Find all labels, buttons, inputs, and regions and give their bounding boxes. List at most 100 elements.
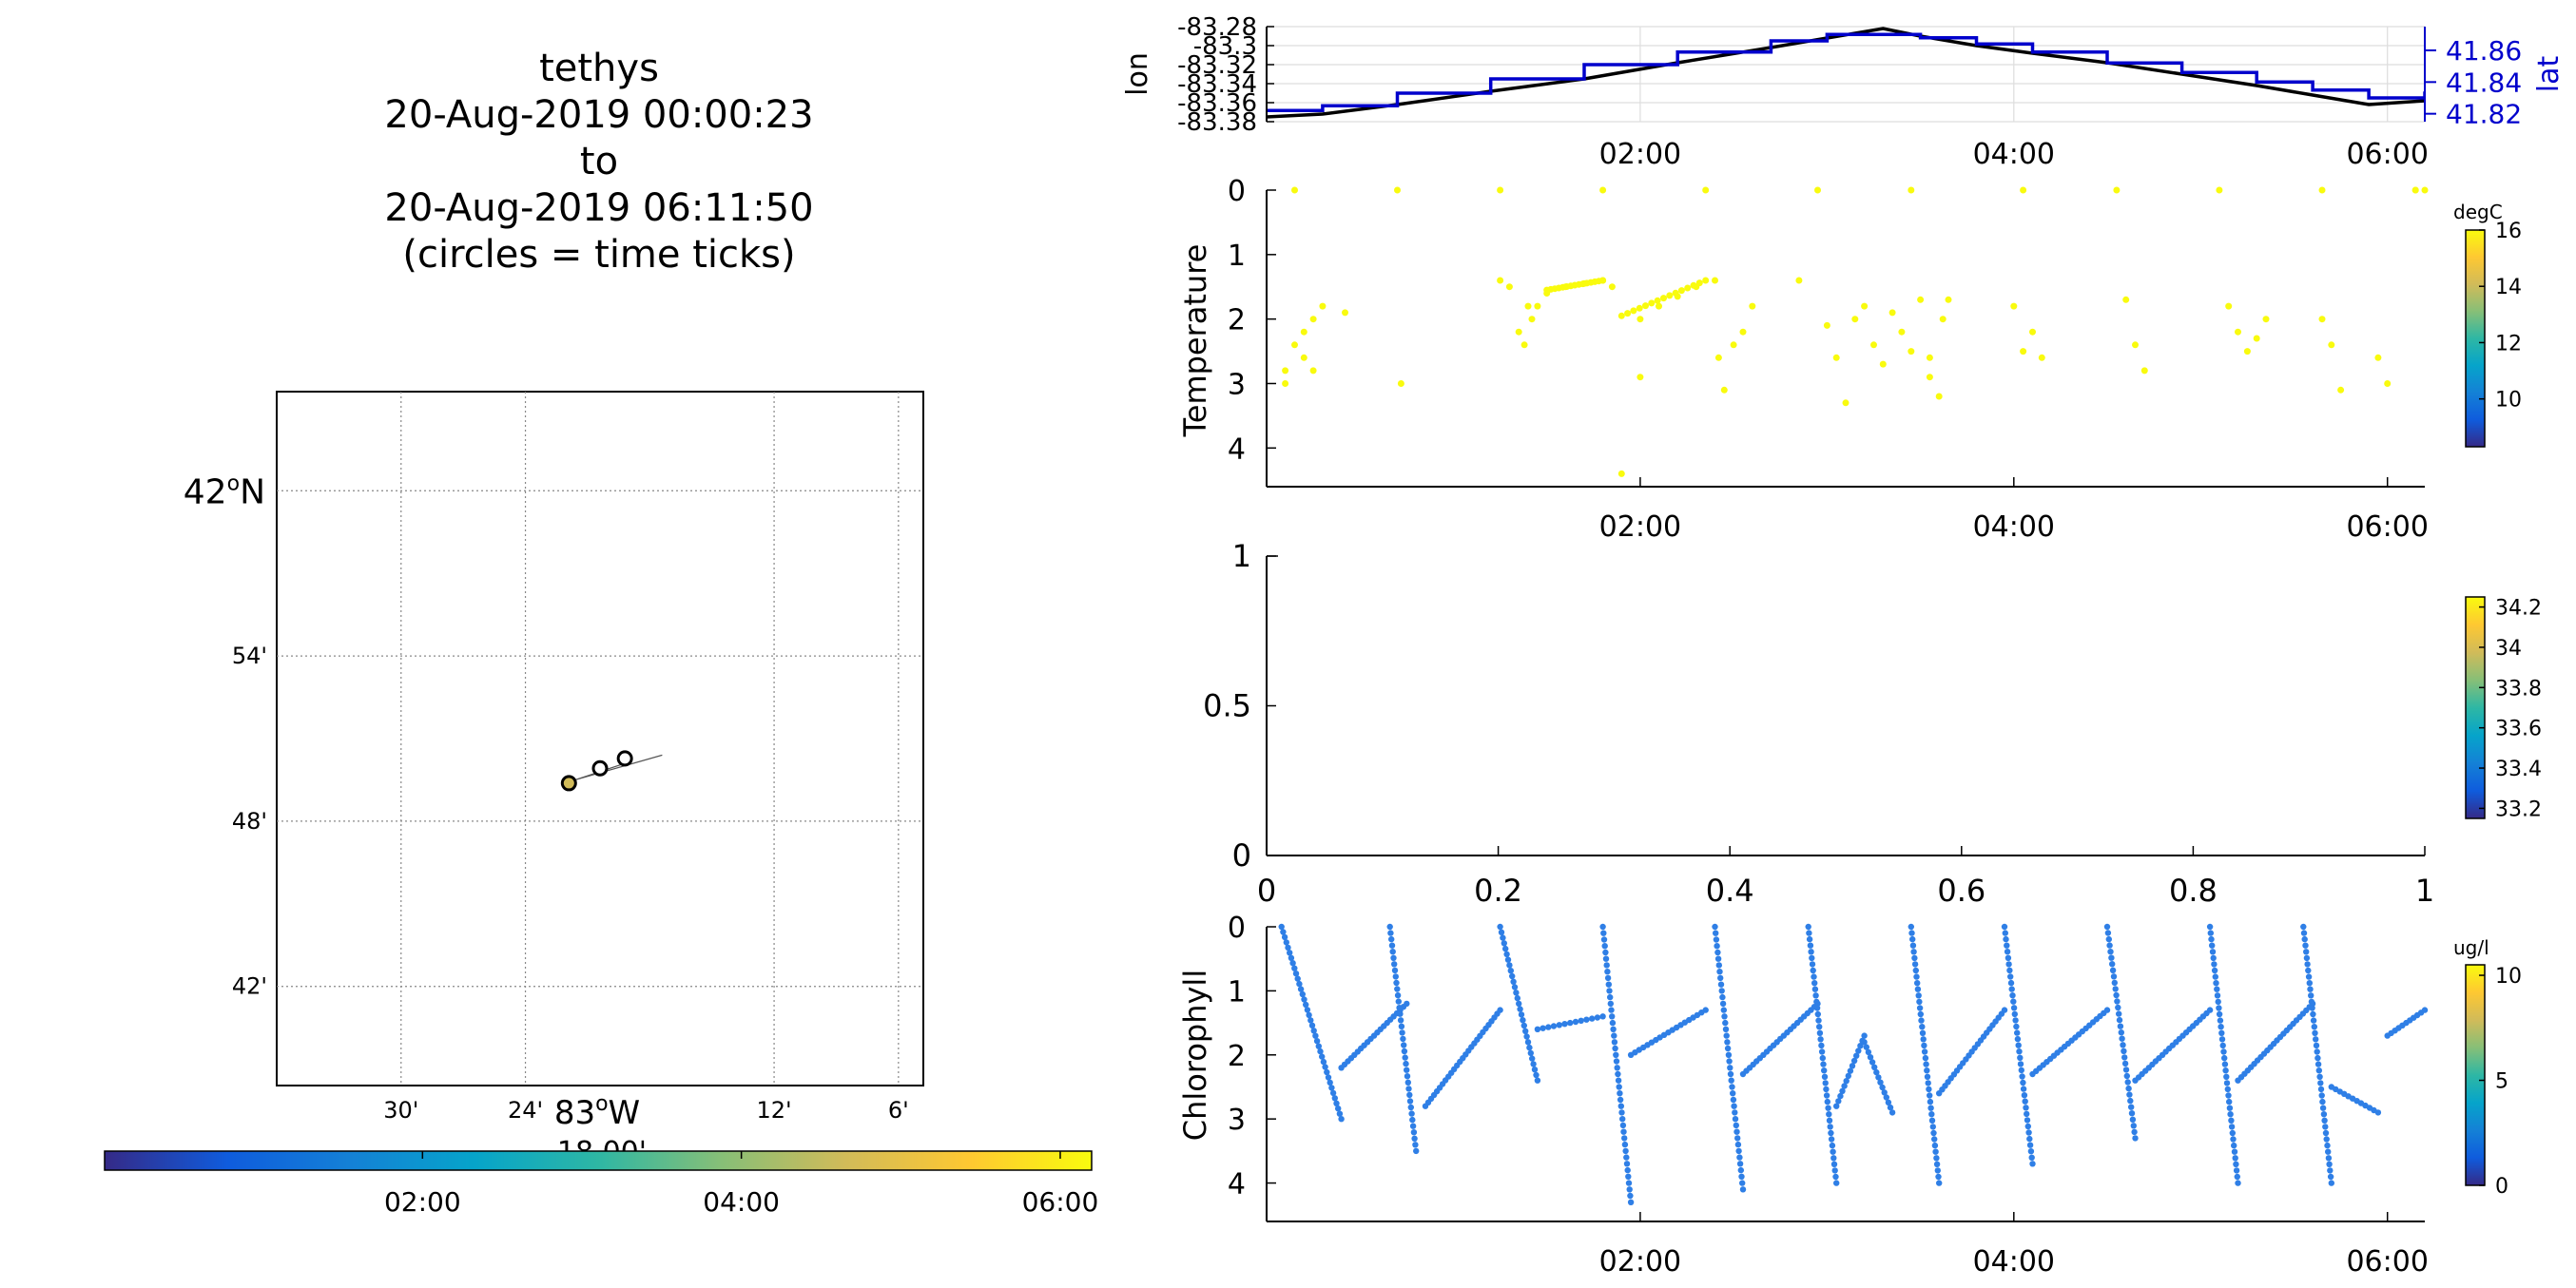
chlorophyll-point <box>1835 1098 1842 1105</box>
chlorophyll-point <box>1610 1026 1617 1033</box>
chlorophyll-point <box>1830 1161 1838 1168</box>
chlorophyll-point <box>2116 1010 2122 1017</box>
chlorophyll-point <box>1531 1067 1539 1073</box>
temperature-point <box>2384 380 2392 387</box>
time-colorbar-tick-label: 02:00 <box>384 1186 461 1218</box>
chlorophyll-point <box>1928 1111 1935 1118</box>
lon-tick-labels: -83.28-83.3-83.32-83.34-83.36-83.38 <box>1177 13 1274 137</box>
chlorophyll-point <box>1910 949 1917 955</box>
chlorophyll-point <box>1714 949 1721 956</box>
chlorophyll-point <box>2308 992 2315 999</box>
chlorophyll-point <box>1289 960 1296 967</box>
chlorophyll-point <box>1307 1017 1314 1024</box>
chlorophyll-point <box>1921 1042 1927 1049</box>
chlorophyll-point <box>2215 998 2221 1006</box>
chlorophyll-point <box>2316 1073 2323 1081</box>
chlorophyll-point <box>1392 973 1400 980</box>
chlorophyll-colorbar-unit: ug/l <box>2453 936 2489 959</box>
temperature-point <box>1684 284 1692 292</box>
chlorophyll-point <box>2017 1061 2024 1067</box>
chlorophyll-point <box>1410 1129 1418 1136</box>
lat-tick-label: 41.82 <box>2446 99 2522 130</box>
chlorophyll-point <box>1281 933 1288 941</box>
chlorophyll-point <box>1619 1122 1627 1129</box>
chlorophyll-point <box>1830 1155 1837 1162</box>
chlorophyll-point <box>2225 1092 2232 1099</box>
chlorophyll-point <box>1296 980 1303 988</box>
temperature-point <box>1608 283 1616 291</box>
chlorophyll-point <box>1407 1104 1415 1111</box>
chlorophyll-point <box>2326 1161 2333 1168</box>
title-line-end: 20-Aug-2019 06:11:50 <box>384 186 814 230</box>
temperature-point <box>1945 296 1952 303</box>
chlorophyll-point <box>2304 961 2311 968</box>
chlorophyll-point <box>2319 1105 2327 1111</box>
temperature-point <box>1309 316 1317 323</box>
chlorophyll-point <box>1729 1084 1735 1090</box>
chlorophyll-point <box>1545 1024 1552 1030</box>
chlorophyll-point <box>1833 1103 1840 1109</box>
chlorophyll-point <box>1849 1063 1856 1069</box>
chlorophyll-point <box>1534 1077 1541 1084</box>
chlorophyll-point <box>2118 1029 2124 1036</box>
chlorophyll-point <box>1855 1048 1862 1054</box>
chlorophyll-point <box>1843 1078 1850 1085</box>
chlorophyll-point <box>2008 986 2015 992</box>
chlorophyll-point <box>1396 1005 1403 1011</box>
temperature-point <box>1319 302 1327 310</box>
chlorophyll-point <box>2104 930 2112 936</box>
chlorophyll-point <box>2211 967 2218 974</box>
lon-lat-time-tick-labels: 02:00 04:00 06:00 <box>1599 138 2429 171</box>
chlorophyll-point <box>1306 1011 1312 1019</box>
temperature-point <box>1660 295 1667 302</box>
chlorophyll-point <box>1605 981 1613 988</box>
temperature-point <box>1702 277 1710 284</box>
chlorophyll-point <box>1722 1019 1729 1027</box>
chlorophyll-point <box>1821 1067 1828 1074</box>
temperature-point <box>1690 281 1697 289</box>
temperature-point <box>1832 354 1840 361</box>
chlorophyll-point <box>1333 1100 1340 1107</box>
chlorophyll-point <box>1516 1000 1522 1008</box>
time-colorbar-fill <box>104 1150 1093 1171</box>
y-tick-label: 1 <box>1228 240 1246 273</box>
colorbar-tick-label: 0 <box>2495 1175 2508 1199</box>
temperature-point <box>1714 354 1722 361</box>
chlorophyll-point <box>1827 1124 1833 1130</box>
chlorophyll-point <box>2307 986 2314 992</box>
chlorophyll-point <box>1936 1180 1943 1186</box>
temperature-point <box>2020 186 2027 194</box>
map-tick-labels: 30' 24' 12' 6' 42oN 54' 48' 42' <box>184 471 909 1124</box>
chlorophyll-point <box>1811 986 1819 992</box>
chlorophyll-point <box>1615 1070 1621 1078</box>
chlorophyll-point <box>1722 1026 1730 1033</box>
chlorophyll-point <box>1810 967 1816 974</box>
chlorophyll-point <box>1530 1061 1537 1067</box>
chlorophyll-point <box>1397 1010 1404 1017</box>
chlorophyll-point <box>2301 935 2308 943</box>
chlorophyll-point <box>1600 930 1607 936</box>
chlorophyll-point <box>2003 935 2009 943</box>
temperature-point <box>2020 348 2027 356</box>
temperature-point <box>2132 341 2139 349</box>
salinity-y-tick-label: 0 <box>1232 837 1251 874</box>
chlorophyll-point <box>1527 1049 1535 1057</box>
chlorophyll-point <box>1601 943 1608 950</box>
y-tick-label: 0 <box>1228 912 1246 945</box>
chlorophyll-point <box>1504 956 1512 963</box>
chlorophyll-point <box>2222 1067 2229 1074</box>
chlorophyll-point <box>1911 954 1918 962</box>
temperature-point <box>1695 279 1703 287</box>
chlorophyll-point <box>2311 1024 2317 1030</box>
chlorophyll-point <box>1626 1186 1633 1193</box>
chlorophyll-point <box>2322 1129 2330 1137</box>
chlorophyll-point <box>1935 1173 1942 1181</box>
chlorophyll-point <box>1923 1061 1929 1067</box>
temperature-point <box>1712 277 1718 284</box>
chlorophyll-point <box>1608 1007 1615 1013</box>
chlorophyll-point <box>1390 954 1397 961</box>
chlorophyll-point <box>1929 1124 1937 1130</box>
chlorophyll-point <box>1319 1053 1326 1060</box>
chlorophyll-point <box>1408 1110 1415 1117</box>
temperature-point <box>1291 186 1298 194</box>
